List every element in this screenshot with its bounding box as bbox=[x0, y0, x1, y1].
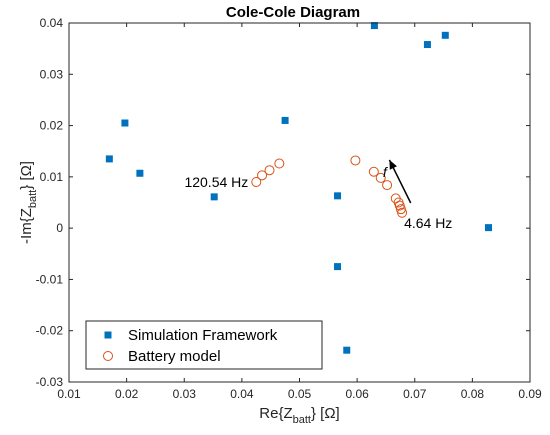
legend-label-battery-model: Battery model bbox=[128, 348, 221, 365]
x-tick-label: 0.05 bbox=[288, 387, 312, 401]
frequency-arrow bbox=[388, 159, 412, 204]
data-point-simulation bbox=[370, 22, 378, 30]
data-point-simulation bbox=[136, 169, 144, 177]
data-point-simulation bbox=[343, 346, 351, 354]
x-tick-label: 0.04 bbox=[230, 387, 254, 401]
x-axis-label-sub: batt bbox=[293, 414, 311, 426]
legend: Simulation Framework Battery model bbox=[85, 320, 323, 370]
x-tick-label: 0.06 bbox=[345, 387, 369, 401]
y-tick-label: 0.01 bbox=[40, 170, 64, 184]
y-tick-label: 0 bbox=[56, 221, 63, 235]
y-axis-label-main: -Im{Z bbox=[18, 208, 35, 244]
data-point-battery bbox=[368, 166, 379, 177]
data-point-simulation bbox=[105, 155, 113, 163]
x-tick-label: 0.02 bbox=[115, 387, 139, 401]
legend-box bbox=[85, 320, 323, 370]
data-point-simulation bbox=[210, 193, 218, 201]
legend-label-simulation-framework: Simulation Framework bbox=[128, 327, 278, 344]
x-tick-label: 0.07 bbox=[403, 387, 427, 401]
annotations: 120.54 Hz 4.64 Hz f bbox=[184, 164, 452, 231]
y-tick-label: 0.03 bbox=[40, 67, 64, 81]
x-axis-label-tail: } [Ω] bbox=[311, 405, 340, 422]
data-point-battery bbox=[251, 176, 262, 187]
y-tick-label: 0.04 bbox=[40, 16, 64, 30]
annotation-label: 120.54 Hz bbox=[184, 174, 248, 190]
data-point-simulation bbox=[485, 224, 493, 232]
legend-marker-square bbox=[104, 331, 112, 339]
data-point-battery bbox=[274, 158, 285, 169]
legend-marker-circle bbox=[103, 351, 113, 361]
y-axis-ticks: -0.03 -0.02 -0.01 0 0.01 0.02 0.03 0.04 bbox=[36, 16, 530, 389]
data-point-simulation bbox=[423, 41, 431, 49]
data-point-simulation bbox=[334, 192, 342, 200]
y-axis-label-sub: batt bbox=[27, 190, 39, 208]
data-point-battery bbox=[350, 155, 361, 166]
data-point-simulation bbox=[334, 263, 342, 271]
y-axis-label-tail: } [Ω] bbox=[18, 161, 35, 190]
y-axis-label: -Im{Zbatt} [Ω] bbox=[18, 161, 39, 244]
data-point-battery bbox=[382, 180, 393, 191]
series-battery-model bbox=[251, 155, 408, 218]
x-tick-label: 0.08 bbox=[461, 387, 485, 401]
x-tick-label: 0.03 bbox=[173, 387, 197, 401]
series-simulation-framework bbox=[105, 22, 493, 354]
x-tick-label: 0.01 bbox=[57, 387, 81, 401]
annotation-label: 4.64 Hz bbox=[404, 215, 452, 231]
data-point-simulation bbox=[281, 116, 289, 124]
y-tick-label: -0.03 bbox=[36, 375, 64, 389]
data-point-battery bbox=[397, 207, 408, 218]
data-point-battery bbox=[257, 170, 268, 181]
data-point-simulation bbox=[441, 31, 449, 39]
x-axis-ticks: 0.01 0.02 0.03 0.04 0.05 0.06 0.07 0.08 0.09 bbox=[57, 23, 542, 401]
data-point-battery bbox=[375, 172, 386, 183]
x-tick-label: 0.09 bbox=[518, 387, 542, 401]
x-axis-label-main: Re{Z bbox=[259, 405, 292, 422]
y-tick-label: 0.02 bbox=[40, 119, 64, 133]
data-point-battery bbox=[264, 165, 275, 176]
y-tick-label: -0.02 bbox=[36, 324, 64, 338]
annotation-label: f bbox=[383, 164, 389, 180]
arrow-head bbox=[389, 159, 397, 170]
y-tick-label: -0.01 bbox=[36, 272, 64, 286]
chart-title: Cole-Cole Diagram bbox=[226, 4, 360, 21]
data-point-simulation bbox=[121, 119, 129, 127]
plot-frame bbox=[68, 22, 531, 383]
x-axis-label: Re{Zbatt} [Ω] bbox=[259, 405, 339, 426]
